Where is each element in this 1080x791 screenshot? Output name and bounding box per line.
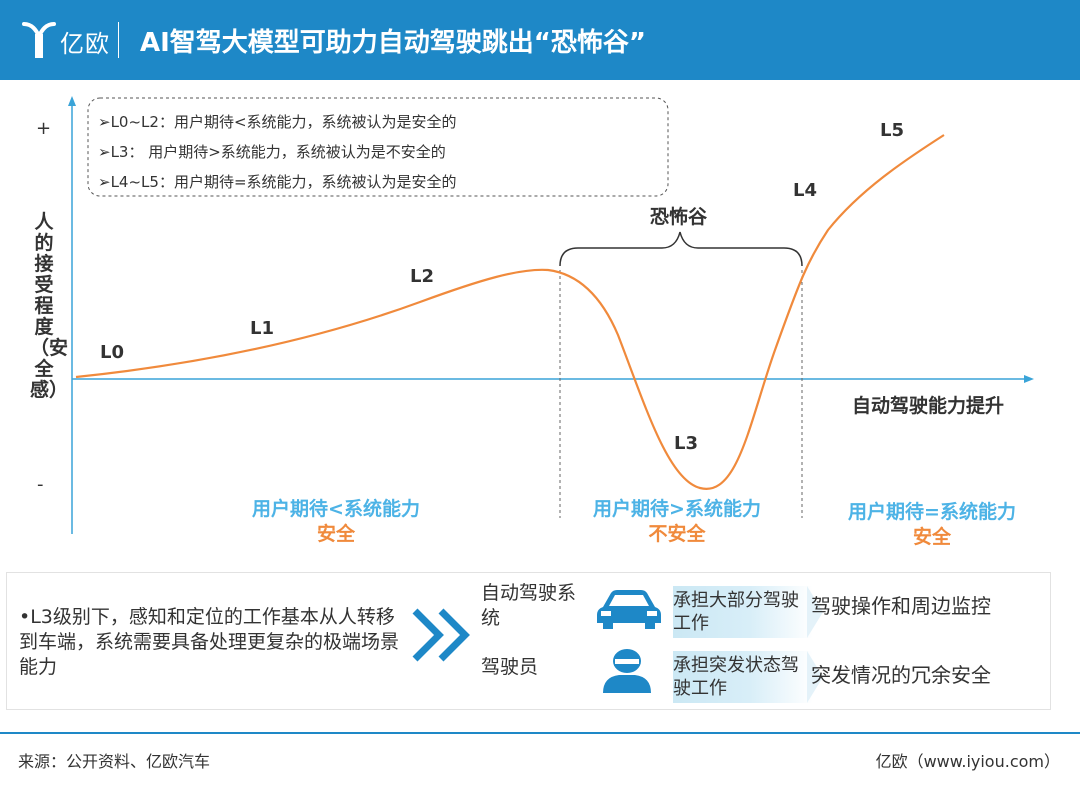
valley-brace (559, 231, 803, 267)
task-text-system: 承担大部分驾驶工作 (673, 590, 799, 634)
y-axis-plus: + (36, 118, 51, 139)
footer-divider (0, 732, 1080, 734)
header-bar: 亿欧 AI智驾大模型可助力自动驾驶跳出“恐怖谷” (0, 0, 1080, 80)
task-arrow-driver (807, 651, 823, 703)
legend-item-2: ➢L4~L5：用户期待=系统能力，系统被认为是安全的 (98, 173, 457, 191)
acceptance-chart: + - 自动驾驶能力提升 ➢L0~L2：用户期待<系统能力，系统被认为是安全的 … (36, 96, 1034, 548)
legend-box (87, 97, 669, 197)
point-label-l1: L1 (250, 318, 274, 339)
logo-icon (22, 22, 56, 58)
driver-icon (603, 649, 651, 693)
legend-item-0: ➢L0~L2：用户期待<系统能力，系统被认为是安全的 (98, 113, 457, 131)
y-axis-arrow (68, 96, 76, 106)
y-axis-minus: - (37, 474, 44, 495)
header-divider (118, 22, 119, 58)
zone-verdict-0: 安全 (317, 522, 356, 545)
zone-expectation-2: 用户期待=系统能力 (848, 500, 1016, 523)
task-desc-system: 驾驶操作和周边监控 (811, 594, 991, 618)
zone-verdict-2: 安全 (913, 525, 952, 548)
acceptance-curve (75, 134, 945, 490)
zone-expectation-1: 用户期待>系统能力 (593, 497, 761, 520)
x-axis-label: 自动驾驶能力提升 (852, 394, 1004, 417)
point-label-l3: L3 (674, 433, 698, 454)
car-icon (597, 590, 661, 629)
y-axis-label: 人的接受程度（安全感） (30, 211, 69, 401)
valley-label: 恐怖谷 (650, 205, 708, 228)
zone-expectation-0: 用户期待<系统能力 (252, 497, 420, 520)
l3-panel: •L3级别下，感知和定位的工作基本从人转移到车端，系统需要具备处理更复杂的极端场… (6, 572, 1051, 710)
logo-text: 亿欧 (60, 30, 110, 58)
task-text-driver: 承担突发状态驾驶工作 (673, 655, 799, 699)
role-label-driver: 驾驶员 (481, 656, 539, 678)
point-label-l0: L0 (100, 342, 124, 363)
page-title: AI智驾大模型可助力自动驾驶跳出“恐怖谷” (140, 28, 646, 58)
role-label-system: 自动驾驶系统 (481, 582, 577, 629)
site-credit: 亿欧（www.iyiou.com） (875, 752, 1060, 771)
zone-verdict-1: 不安全 (648, 522, 706, 545)
point-label-l5: L5 (880, 120, 904, 141)
task-box-system: 承担大部分驾驶工作 (673, 586, 813, 638)
x-axis-arrow (1024, 375, 1034, 383)
task-arrow-system (807, 586, 823, 638)
source-note: 来源：公开资料、亿欧汽车 (18, 752, 211, 771)
double-chevron-icon (412, 608, 470, 662)
point-label-l2: L2 (410, 266, 434, 287)
task-desc-driver: 突发情况的冗余安全 (811, 663, 991, 687)
point-label-l4: L4 (793, 180, 817, 201)
legend-item-1: ➢L3： 用户期待>系统能力，系统被认为是不安全的 (98, 143, 446, 161)
l3-note: •L3级别下，感知和定位的工作基本从人转移到车端，系统需要具备处理更复杂的极端场… (19, 606, 400, 678)
task-box-driver: 承担突发状态驾驶工作 (673, 651, 813, 703)
